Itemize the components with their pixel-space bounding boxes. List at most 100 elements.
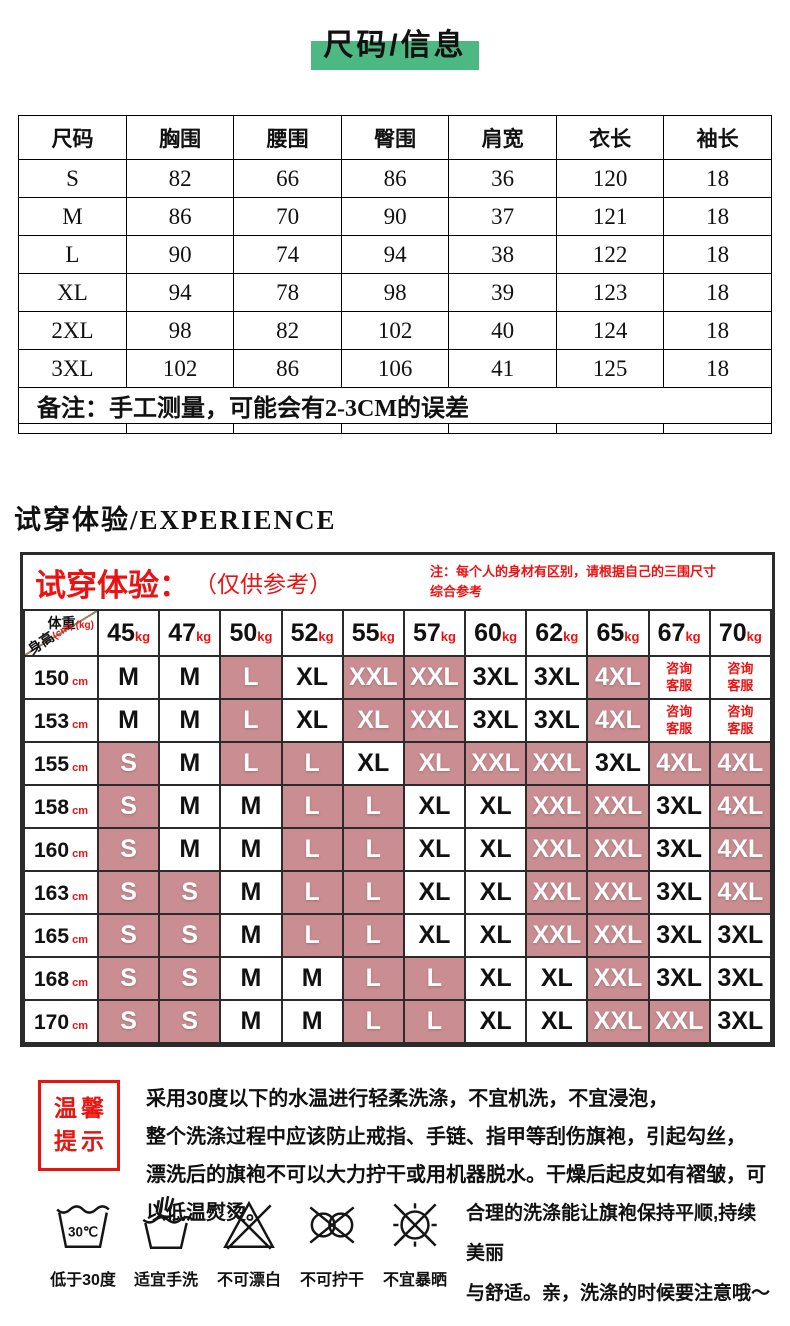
size-column-header: 衣长 bbox=[555, 115, 665, 160]
size-table-stub-row bbox=[18, 423, 772, 434]
recommended-size-cell: L bbox=[402, 956, 467, 1001]
height-row-header: 170 cm bbox=[23, 999, 99, 1044]
height-row-header: 168 cm bbox=[23, 956, 99, 1001]
size-column-header: 腰围 bbox=[233, 115, 342, 160]
size-cell: 78 bbox=[233, 273, 342, 312]
size-column-header: 尺码 bbox=[18, 115, 127, 160]
size-cell: 66 bbox=[233, 159, 342, 198]
recommended-size-cell: 3XL bbox=[708, 913, 773, 958]
recommended-size-cell: 4XL bbox=[708, 741, 773, 786]
height-value: 158 bbox=[33, 796, 70, 819]
recommended-size-cell: XXL bbox=[525, 870, 589, 915]
size-cell: 90 bbox=[125, 235, 235, 274]
weight-unit: kg bbox=[746, 628, 762, 644]
recommended-size-cell: XL bbox=[280, 655, 344, 700]
recommended-size-cell: L bbox=[341, 827, 405, 872]
tips-badge-line1: 温馨 bbox=[54, 1095, 108, 1121]
care-icon-label: 低于30度 bbox=[50, 1272, 116, 1289]
experience-title: 试穿体验： bbox=[35, 567, 190, 603]
service-label-line: 客服 bbox=[666, 677, 693, 693]
recommended-size-cell: XXL bbox=[525, 913, 589, 958]
size-cell: 41 bbox=[448, 349, 557, 388]
size-cell: 3XL bbox=[18, 349, 127, 388]
size-cell: 122 bbox=[555, 235, 665, 274]
size-table-header-row: 尺码 胸围 腰围 臀围 肩宽 衣长 袖长 bbox=[18, 115, 772, 160]
recommended-size-cell: XL bbox=[525, 956, 589, 1001]
weight-value: 45 bbox=[107, 618, 135, 647]
height-row-header: 165 cm bbox=[23, 913, 99, 958]
size-column-header: 肩宽 bbox=[448, 115, 557, 160]
service-label-line: 客服 bbox=[666, 720, 693, 736]
recommended-size-cell: M bbox=[158, 655, 222, 700]
size-cell: M bbox=[18, 197, 127, 236]
size-cell: 86 bbox=[125, 197, 235, 236]
size-table-row: M 86 70 90 37 121 18 bbox=[18, 197, 772, 236]
experience-header-row: 体重(kg) 身高(cm) 45kg 47kg 50kg 52kg 55kg 57kg 60… bbox=[23, 609, 773, 657]
tips-line: 漂洗后的旗袍不可以大力拧干或用机器脱水。干燥后起皮如有褶皱，可以低温熨烫。 bbox=[146, 1164, 766, 1224]
service-label-line: 咨询 bbox=[727, 661, 754, 677]
care-icon-label: 不可拧干 bbox=[299, 1272, 364, 1289]
laundry-care-section: 30℃ 低于30度 适宜手洗 不可漂白 不可拧干 不宜暴晒 合理的洗涤能让旗袍保持… bbox=[48, 1194, 772, 1314]
no-wring-icon bbox=[300, 1194, 364, 1261]
size-table-row: S 82 66 86 36 120 18 bbox=[18, 159, 772, 198]
recommended-size-cell: 4XL bbox=[586, 698, 650, 743]
weight-value: 52 bbox=[290, 618, 319, 647]
height-value: 155 bbox=[33, 753, 70, 776]
recommended-size-cell: 4XL bbox=[708, 870, 773, 915]
size-cell: 40 bbox=[448, 311, 557, 350]
height-value: 168 bbox=[33, 968, 70, 991]
weight-value: 47 bbox=[168, 618, 197, 647]
care-note: 合理的洗涤能让旗袍保持平顺,持续美丽 与舒适。亲，洗涤的时候要注意哦～ bbox=[466, 1194, 772, 1314]
recommended-size-cell: M bbox=[158, 827, 222, 872]
care-icon-block: 不宜暴晒 bbox=[380, 1194, 450, 1314]
recommended-size-cell: M bbox=[219, 784, 283, 829]
experience-row: 153 cm M M L XL XL XXL 3XL 3XL 4XL 咨询 客服 咨询 客服 bbox=[23, 698, 773, 743]
recommended-size-cell: 3XL bbox=[647, 827, 711, 872]
weight-axis-label: 体重(kg) bbox=[47, 615, 94, 631]
recommended-size-cell: XXL bbox=[586, 784, 650, 829]
tips-badge-line2: 提示 bbox=[54, 1128, 108, 1155]
recommended-size-cell: S bbox=[158, 870, 222, 915]
recommended-size-cell: S bbox=[158, 956, 222, 1001]
weight-value: 50 bbox=[229, 618, 258, 647]
experience-heading: 试穿体验/EXPERIENCE bbox=[14, 505, 337, 535]
recommended-size-cell: L bbox=[219, 655, 283, 700]
height-unit: cm bbox=[69, 762, 88, 774]
recommended-size-cell: S bbox=[96, 784, 161, 829]
care-icon-block: 适宜手洗 bbox=[131, 1194, 201, 1314]
recommended-size-cell: XXL bbox=[402, 655, 467, 700]
recommended-size-cell: M bbox=[280, 999, 344, 1044]
measurement-note: 备注：手工测量，可能会有2-3CM的误差 bbox=[18, 387, 772, 424]
size-table-row: XL 94 78 98 39 123 18 bbox=[18, 273, 772, 312]
recommended-size-cell: XXL bbox=[586, 870, 650, 915]
height-value: 150 bbox=[33, 667, 70, 690]
recommended-size-cell: M bbox=[219, 913, 283, 958]
recommended-size-cell: XL bbox=[402, 741, 467, 786]
weight-value: 57 bbox=[412, 618, 441, 647]
height-row-header: 160 cm bbox=[23, 827, 99, 872]
service-label-line: 客服 bbox=[727, 720, 754, 736]
recommended-size-cell: 4XL bbox=[708, 784, 773, 829]
weight-unit: kg bbox=[318, 628, 334, 644]
weight-column-header: 65kg bbox=[586, 609, 650, 657]
recommended-size-cell: L bbox=[280, 784, 344, 829]
size-column-header: 袖长 bbox=[663, 115, 772, 160]
height-unit: cm bbox=[69, 934, 88, 946]
recommended-size-cell: XXL bbox=[341, 655, 405, 700]
experience-row: 170 cm S S M M L L XL XL XXL XXL 3XL bbox=[23, 999, 773, 1044]
recommended-size-cell: 3XL bbox=[708, 956, 773, 1001]
tips-line: 整个洗涤过程中应该防止戒指、手链、指甲等刮伤旗袍，引起勾丝， bbox=[146, 1126, 746, 1148]
height-unit: cm bbox=[69, 1020, 88, 1032]
weight-column-header: 47kg bbox=[158, 609, 222, 657]
recommended-size-cell: XXL bbox=[525, 827, 589, 872]
experience-row: 160 cm S M M L L XL XL XXL XXL 3XL 4XL bbox=[23, 827, 773, 872]
weight-unit: kg bbox=[501, 628, 518, 644]
height-unit: cm bbox=[69, 848, 88, 860]
recommended-size-cell: L bbox=[341, 913, 405, 958]
service-label-line: 咨询 bbox=[727, 704, 754, 720]
care-icon-block: 不可漂白 bbox=[214, 1194, 284, 1314]
size-cell: 18 bbox=[663, 159, 772, 198]
height-row-header: 150 cm bbox=[23, 655, 99, 700]
size-cell: XL bbox=[18, 273, 127, 312]
recommended-size-cell: L bbox=[280, 827, 344, 872]
